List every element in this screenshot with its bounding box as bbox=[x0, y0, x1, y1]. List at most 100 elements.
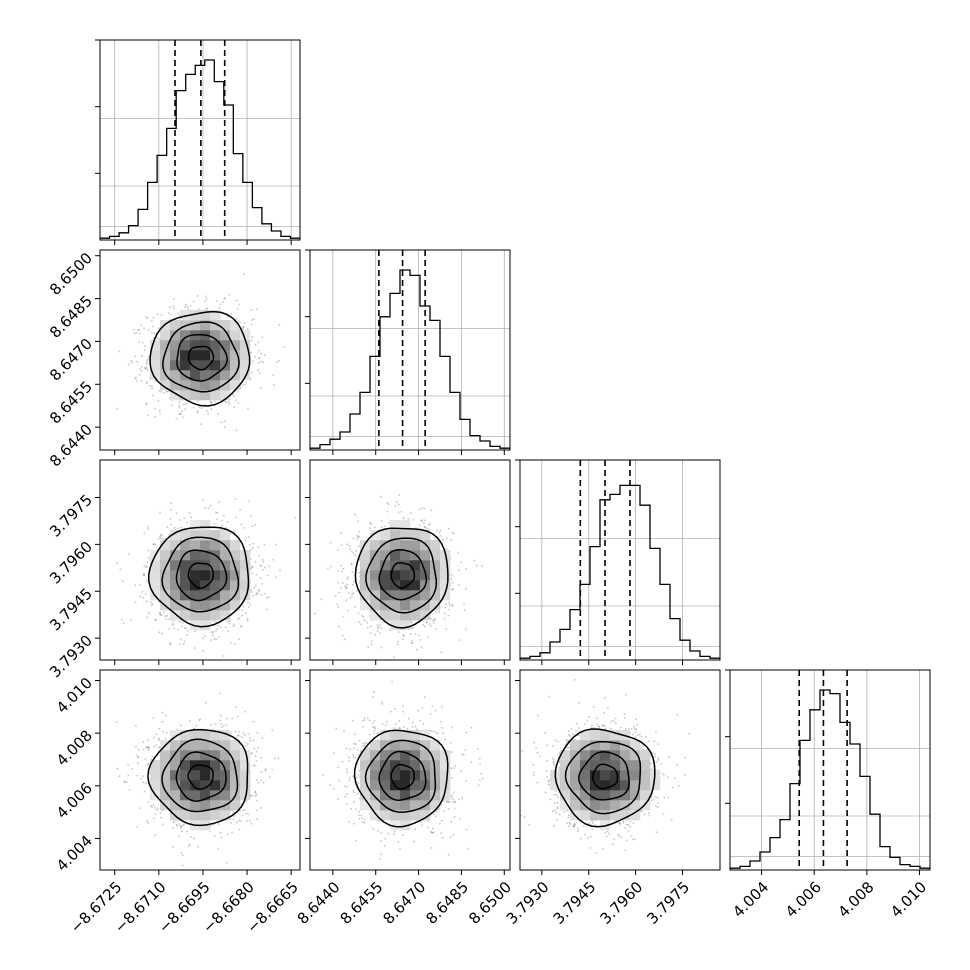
density-cell bbox=[180, 570, 191, 581]
sample-point bbox=[151, 385, 153, 387]
sample-point bbox=[366, 627, 369, 629]
density-cell bbox=[360, 540, 371, 551]
sample-point bbox=[239, 509, 241, 511]
sample-point bbox=[410, 621, 413, 624]
density-cell bbox=[160, 370, 171, 381]
density-cell bbox=[420, 530, 431, 541]
sample-point bbox=[160, 533, 163, 536]
density-cell bbox=[200, 360, 211, 371]
sample-point bbox=[219, 714, 222, 717]
sample-point bbox=[159, 537, 162, 539]
scatter-panel-1-2 bbox=[305, 459, 511, 665]
sample-point bbox=[220, 421, 223, 424]
sample-point bbox=[150, 604, 153, 607]
density-cell bbox=[370, 610, 381, 621]
sample-point bbox=[235, 299, 238, 302]
density-cell bbox=[170, 600, 181, 611]
density-cell bbox=[190, 320, 201, 331]
sample-point bbox=[253, 318, 255, 320]
sample-point bbox=[419, 639, 422, 641]
sample-point bbox=[148, 747, 150, 749]
sample-point bbox=[258, 589, 261, 591]
sample-point bbox=[261, 336, 264, 339]
density-cell bbox=[360, 600, 371, 611]
sample-point bbox=[234, 498, 237, 500]
sample-point bbox=[216, 518, 218, 521]
hist-step-1 bbox=[310, 269, 510, 450]
density-cell bbox=[220, 380, 231, 391]
sample-point bbox=[424, 525, 426, 528]
sample-point bbox=[204, 635, 206, 637]
sample-point bbox=[251, 319, 253, 321]
sample-point bbox=[212, 631, 214, 633]
sample-point bbox=[345, 587, 347, 589]
sample-point bbox=[204, 403, 206, 406]
sample-point bbox=[116, 407, 118, 410]
sample-point bbox=[473, 559, 476, 562]
sample-point bbox=[356, 534, 359, 537]
sample-point bbox=[177, 628, 179, 631]
sample-point bbox=[233, 623, 235, 626]
sample-point bbox=[355, 550, 357, 552]
sample-point bbox=[160, 816, 162, 819]
density-cell bbox=[170, 340, 181, 351]
sample-point bbox=[206, 307, 209, 310]
density-cell bbox=[180, 380, 191, 391]
sample-point bbox=[194, 630, 197, 633]
sample-point bbox=[329, 541, 332, 544]
sample-point bbox=[154, 407, 156, 410]
sample-point bbox=[251, 566, 254, 568]
sample-point bbox=[147, 525, 150, 528]
sample-point bbox=[443, 612, 446, 615]
sample-point bbox=[146, 317, 149, 320]
sample-point bbox=[175, 512, 178, 515]
density-cell bbox=[180, 390, 191, 401]
sample-point bbox=[147, 355, 150, 358]
sample-point bbox=[247, 500, 250, 502]
sample-point bbox=[330, 565, 333, 568]
scatter-panel-0-3 bbox=[95, 669, 301, 875]
sample-point bbox=[189, 305, 192, 307]
sample-point bbox=[395, 501, 398, 503]
density-cell bbox=[230, 540, 241, 551]
sample-point bbox=[145, 316, 147, 319]
sample-point bbox=[232, 625, 235, 628]
density-cell bbox=[200, 620, 211, 631]
sample-point bbox=[255, 760, 258, 762]
density-cell bbox=[230, 560, 241, 571]
density-cell bbox=[200, 550, 211, 561]
sample-point bbox=[158, 613, 161, 615]
sample-point bbox=[344, 585, 346, 588]
sample-point bbox=[217, 412, 219, 415]
sample-point bbox=[213, 400, 216, 403]
sample-point bbox=[411, 641, 414, 644]
sample-point bbox=[418, 524, 421, 527]
sample-point bbox=[349, 597, 352, 599]
sample-point bbox=[422, 624, 424, 626]
sample-point bbox=[327, 567, 329, 570]
density-cell bbox=[430, 540, 441, 551]
sample-point bbox=[228, 622, 231, 625]
sample-point bbox=[161, 538, 164, 540]
sample-point bbox=[180, 412, 183, 415]
sample-point bbox=[224, 297, 227, 299]
density-cell bbox=[190, 340, 201, 351]
sample-point bbox=[423, 519, 426, 522]
density-cell bbox=[230, 580, 241, 591]
sample-point bbox=[411, 639, 413, 642]
density-cell bbox=[200, 320, 211, 331]
sample-point bbox=[252, 739, 255, 742]
sample-point bbox=[253, 587, 256, 589]
sample-point bbox=[425, 621, 428, 624]
sample-point bbox=[236, 390, 239, 393]
sample-point bbox=[144, 345, 146, 347]
sample-point bbox=[197, 308, 200, 311]
sample-point bbox=[151, 603, 154, 605]
density-cell bbox=[210, 330, 221, 341]
density-cell bbox=[160, 580, 171, 591]
sample-point bbox=[262, 569, 264, 571]
density-cell bbox=[200, 570, 211, 581]
sample-point bbox=[204, 507, 207, 509]
density-cell bbox=[180, 560, 191, 571]
sample-point bbox=[178, 620, 181, 623]
